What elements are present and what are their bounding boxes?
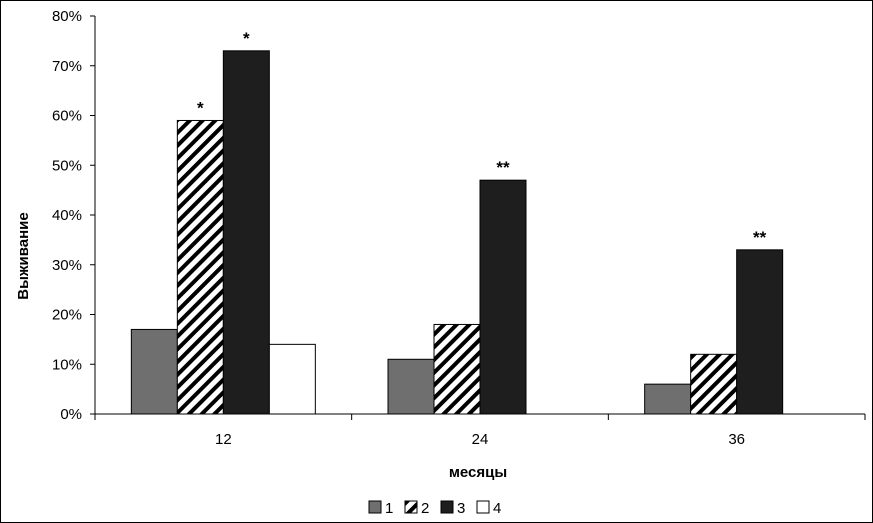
- legend-swatch-3: [440, 500, 454, 514]
- legend-label-4: 4: [493, 500, 501, 517]
- legend: 1 2 3 4: [368, 500, 501, 517]
- y-tick-label: 30%: [52, 257, 82, 274]
- legend-swatch-4: [476, 500, 490, 514]
- y-tick-label: 50%: [52, 157, 82, 174]
- y-tick-label: 60%: [52, 108, 82, 125]
- bar-series-3-36: [736, 249, 784, 415]
- y-tick-label: 10%: [52, 356, 82, 373]
- y-tick-label: 80%: [52, 8, 82, 25]
- bar-series-1-36: [644, 383, 692, 415]
- legend-swatch-1: [368, 500, 382, 514]
- y-tick-label: 0%: [60, 406, 82, 423]
- y-tick-label: 20%: [52, 307, 82, 324]
- significance-mark: *: [243, 29, 250, 48]
- bar-series-4-12: [268, 343, 316, 415]
- x-tick-label: 36: [728, 431, 745, 448]
- bar-series-2-36: [690, 353, 738, 415]
- significance-mark: **: [496, 158, 510, 177]
- legend-swatch-2: [404, 500, 418, 514]
- bar-series-1-12: [130, 328, 178, 415]
- bar-series-3-12: [222, 50, 270, 415]
- y-axis-title: Выживание: [15, 212, 32, 300]
- significance-mark: *: [197, 98, 204, 117]
- bar-series-2-24: [433, 323, 481, 415]
- legend-label-3: 3: [457, 500, 465, 517]
- x-tick-label: 12: [215, 431, 232, 448]
- bar-series-3-24: [479, 179, 527, 415]
- x-tick-label: 24: [472, 431, 489, 448]
- legend-label-1: 1: [385, 500, 393, 517]
- bar-series-2-12: [176, 119, 224, 415]
- y-tick-label: 40%: [52, 207, 82, 224]
- y-tick-label: 70%: [52, 58, 82, 75]
- significance-mark: **: [753, 228, 767, 247]
- legend-label-2: 2: [421, 500, 429, 517]
- x-axis-title: месяцы: [449, 464, 507, 481]
- bar-series-1-24: [387, 358, 435, 415]
